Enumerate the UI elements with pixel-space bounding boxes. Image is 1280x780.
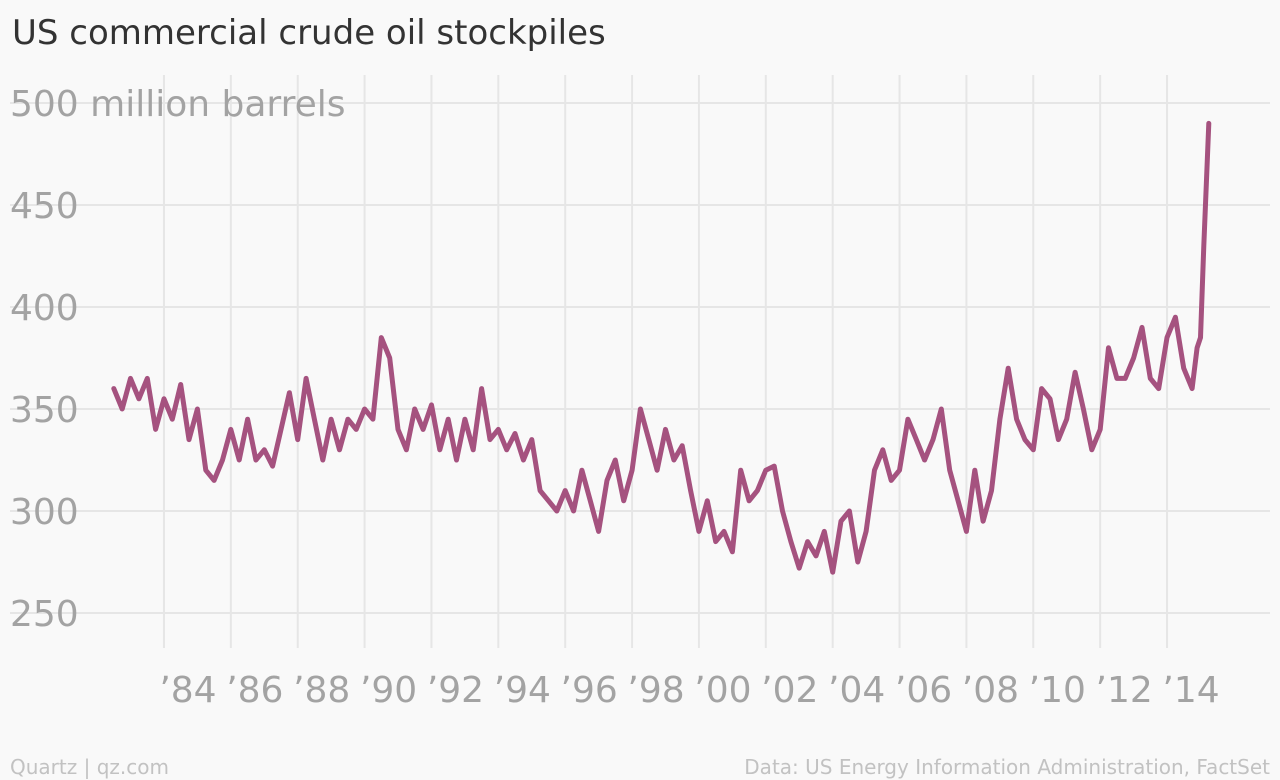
x-axis: ’84’86’88’90’92’94’96’98’00’02’04’06’08’… [159, 670, 1219, 711]
y-tick-label: 250 [10, 594, 79, 635]
y-tick-label: 500 million barrels [10, 84, 346, 125]
x-tick-label: ’00 [694, 670, 751, 711]
x-tick-label: ’08 [962, 670, 1019, 711]
y-tick-label: 450 [10, 186, 79, 227]
y-tick-label: 300 [10, 492, 79, 533]
chart-title: US commercial crude oil stockpiles [12, 13, 606, 53]
x-tick-label: ’86 [226, 670, 283, 711]
x-tick-label: ’14 [1162, 670, 1219, 711]
x-tick-label: ’12 [1096, 670, 1153, 711]
x-tick-label: ’94 [494, 670, 551, 711]
x-tick-label: ’84 [159, 670, 216, 711]
data-line [111, 120, 1212, 575]
x-tick-label: ’96 [561, 670, 618, 711]
x-tick-label: ’02 [761, 670, 818, 711]
source: Data: US Energy Information Administrati… [744, 755, 1270, 779]
y-axis: 250 300 350 400 450 500 million barrels [10, 84, 346, 635]
x-tick-label: ’92 [427, 670, 484, 711]
y-tick-label: 400 [10, 288, 79, 329]
x-tick-label: ’10 [1029, 670, 1086, 711]
y-tick-label: 350 [10, 390, 79, 431]
x-tick-label: ’88 [293, 670, 350, 711]
grid [10, 75, 1270, 648]
credit: Quartz | qz.com [10, 755, 169, 779]
x-tick-label: ’06 [895, 670, 952, 711]
x-tick-label: ’04 [828, 670, 885, 711]
plot [111, 120, 1212, 575]
x-tick-label: ’98 [627, 670, 684, 711]
x-tick-label: ’90 [360, 670, 417, 711]
